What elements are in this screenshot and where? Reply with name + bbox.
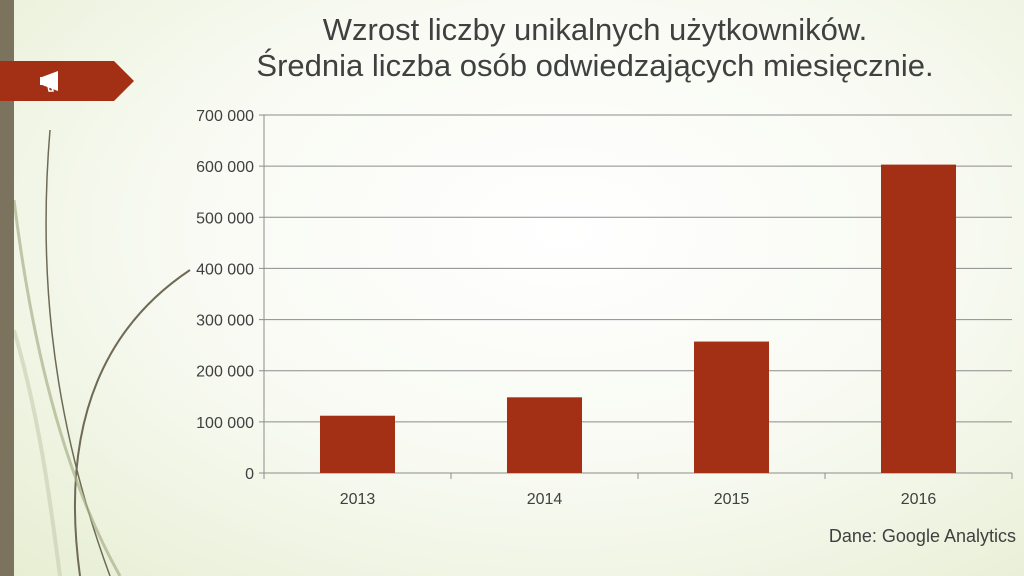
- x-tick-label: 2014: [527, 491, 563, 508]
- y-tick-label: 100 000: [196, 415, 254, 432]
- y-tick-label: 600 000: [196, 159, 254, 176]
- sidebar-strip: [0, 0, 14, 576]
- bar-2013: [320, 415, 395, 473]
- y-tick-label: 700 000: [196, 108, 254, 125]
- bar-2015: [694, 341, 769, 473]
- y-tick-label: 400 000: [196, 261, 254, 278]
- decorative-curves: [12, 129, 191, 576]
- megaphone-icon: [40, 71, 58, 92]
- y-tick-label: 0: [245, 466, 254, 483]
- y-tick-label: 300 000: [196, 313, 254, 330]
- title-line-1: Wzrost liczby unikalnych użytkowników.: [322, 12, 868, 47]
- y-tick-label: 200 000: [196, 364, 254, 381]
- x-tick-label: 2013: [340, 491, 376, 508]
- bar-2014: [507, 397, 582, 473]
- x-tick-label: 2016: [901, 491, 937, 508]
- data-source: Dane: Google Analytics: [828, 526, 1016, 546]
- bar-2016: [881, 164, 956, 473]
- x-tick-label: 2015: [714, 491, 750, 508]
- slide-banner: [0, 61, 134, 101]
- y-tick-label: 500 000: [196, 210, 254, 227]
- title-line-2: Średnia liczba osób odwiedzających miesi…: [256, 48, 934, 83]
- chart-title: Wzrost liczby unikalnych użytkowników. Ś…: [170, 12, 1020, 84]
